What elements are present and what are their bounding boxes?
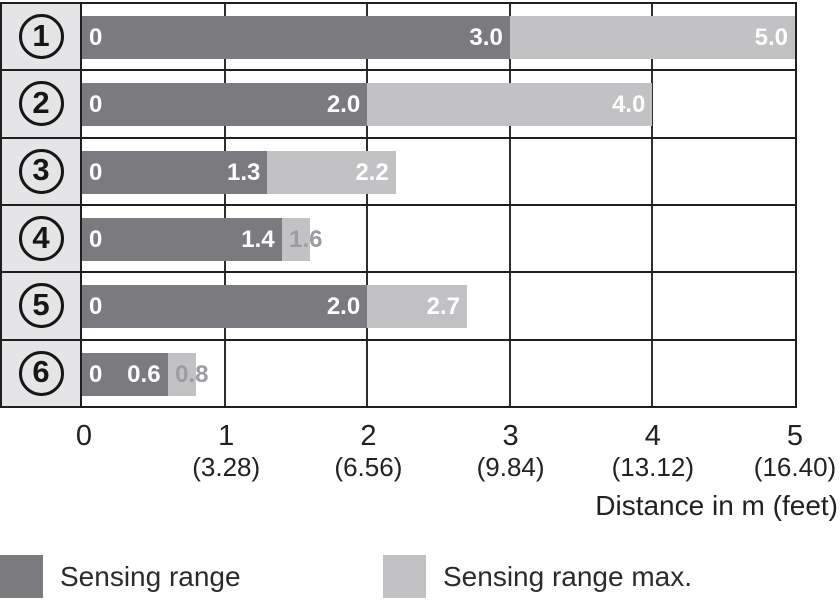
sensing-range-bar xyxy=(82,83,368,127)
row-id-cell: 2 xyxy=(2,71,82,137)
sensing-range-bar xyxy=(82,352,168,396)
bar-zero-label: 0 xyxy=(89,360,103,388)
legend: Sensing range Sensing range max. xyxy=(0,555,840,598)
legend-swatch-max xyxy=(383,555,426,598)
sensing-range-max-value-label: 0.8 xyxy=(175,360,209,388)
x-tick-meters-label: 3 xyxy=(502,420,519,452)
row-number-badge: 5 xyxy=(18,283,64,329)
x-tick-meters-label: 4 xyxy=(644,420,661,452)
gridline xyxy=(366,205,369,272)
sensing-range-value-label: 1.4 xyxy=(241,225,275,253)
sensing-range-max-value-label: 2.2 xyxy=(355,158,389,186)
row-plot-area: 0 1.4 1.6 xyxy=(82,205,795,272)
gridline xyxy=(508,273,511,339)
x-tick-feet-label: (13.12) xyxy=(611,452,694,482)
sensing-range-max-value-label: 1.6 xyxy=(289,225,323,253)
gridline xyxy=(223,340,226,406)
x-tick-meters-label: 1 xyxy=(218,420,235,452)
sensing-range-bar xyxy=(82,16,510,59)
chart-row-1: 1 0 3.0 5.0 xyxy=(2,4,795,72)
legend-swatch-sense xyxy=(0,555,43,598)
bar-zero-label: 0 xyxy=(89,293,103,321)
gridline xyxy=(508,205,511,272)
chart-row-6: 6 0 0.6 0.8 xyxy=(2,340,795,406)
sensing-range-bar xyxy=(82,285,368,329)
x-tick-4: 4 (13.12) xyxy=(612,420,694,482)
sensing-range-value-label: 2.0 xyxy=(326,91,361,119)
x-tick-feet-label: (9.84) xyxy=(476,452,545,482)
gridline xyxy=(651,340,654,406)
row-id-cell: 6 xyxy=(2,340,82,406)
sensing-range-value-label: 2.0 xyxy=(326,293,361,321)
sensing-range-value-label: 1.3 xyxy=(227,158,261,186)
chart-row-3: 3 0 1.3 2.2 xyxy=(2,138,795,206)
bar-zero-label: 0 xyxy=(89,24,103,51)
x-tick-meters-label: 5 xyxy=(786,420,804,452)
gridline xyxy=(508,340,511,406)
x-tick-5: 5 (16.40) xyxy=(754,420,836,482)
legend-item: Sensing range xyxy=(0,555,241,598)
row-plot-area: 0 2.0 4.0 xyxy=(82,71,795,137)
x-tick-1: 1 (3.28) xyxy=(192,420,260,482)
row-plot-area: 0 3.0 5.0 xyxy=(82,4,795,70)
gridline xyxy=(651,205,654,272)
sensing-range-bar xyxy=(82,150,268,194)
gridline xyxy=(651,71,654,137)
row-number-badge: 1 xyxy=(18,14,64,60)
gridline xyxy=(366,340,369,406)
gridline xyxy=(651,273,654,339)
x-tick-feet-label: (6.56) xyxy=(334,452,403,482)
row-number-badge: 2 xyxy=(18,81,64,127)
row-number-badge: 3 xyxy=(18,148,64,194)
sensing-range-value-label: 0.6 xyxy=(127,360,161,388)
row-id-cell: 3 xyxy=(2,138,82,204)
sensing-range-max-value-label: 4.0 xyxy=(612,91,646,119)
bar-zero-label: 0 xyxy=(89,225,103,253)
legend-label: Sensing range max. xyxy=(443,560,693,592)
sensing-range-bar xyxy=(82,217,282,261)
x-axis: 0 1 (3.28) 2 (6.56) 3 (9.84) 4 (13.12) 5 (16.40) xyxy=(0,420,840,490)
row-number-badge: 6 xyxy=(18,350,64,396)
row-id-cell: 5 xyxy=(2,273,82,339)
x-tick-2: 2 (6.56) xyxy=(334,420,402,482)
x-tick-meters-label: 2 xyxy=(360,420,377,452)
x-axis-title: Distance in m (feet) xyxy=(595,490,838,521)
row-number-badge: 4 xyxy=(18,216,64,262)
chart-table: 1 0 3.0 5.0 2 0 2.0 4.0 3 0 1.3 2.2 4 0 1.4 1.6 5 0 2.0 2.7… xyxy=(0,2,797,408)
row-id-cell: 4 xyxy=(2,205,82,272)
bar-zero-label: 0 xyxy=(89,91,103,119)
x-tick-3: 3 (9.84) xyxy=(477,420,545,482)
x-tick-0: 0 xyxy=(76,420,92,452)
sensing-range-max-value-label: 5.0 xyxy=(754,24,788,51)
x-tick-meters-label: 0 xyxy=(75,420,93,452)
gridline xyxy=(508,138,511,204)
x-tick-feet-label: (3.28) xyxy=(192,452,261,482)
chart-row-2: 2 0 2.0 4.0 xyxy=(2,71,795,139)
row-plot-area: 0 0.6 0.8 xyxy=(82,340,795,406)
chart-row-5: 5 0 2.0 2.7 xyxy=(2,273,795,341)
gridline xyxy=(651,138,654,204)
x-tick-feet-label: (16.40) xyxy=(753,452,837,482)
row-plot-area: 0 1.3 2.2 xyxy=(82,138,795,204)
sensing-range-max-value-label: 2.7 xyxy=(426,293,461,321)
legend-item: Sensing range max. xyxy=(383,555,692,598)
row-id-cell: 1 xyxy=(2,4,82,70)
bar-zero-label: 0 xyxy=(89,158,103,186)
row-plot-area: 0 2.0 2.7 xyxy=(82,273,795,339)
legend-label: Sensing range xyxy=(60,560,241,592)
chart-row-4: 4 0 1.4 1.6 xyxy=(2,205,795,274)
sensing-range-value-label: 3.0 xyxy=(469,24,503,51)
